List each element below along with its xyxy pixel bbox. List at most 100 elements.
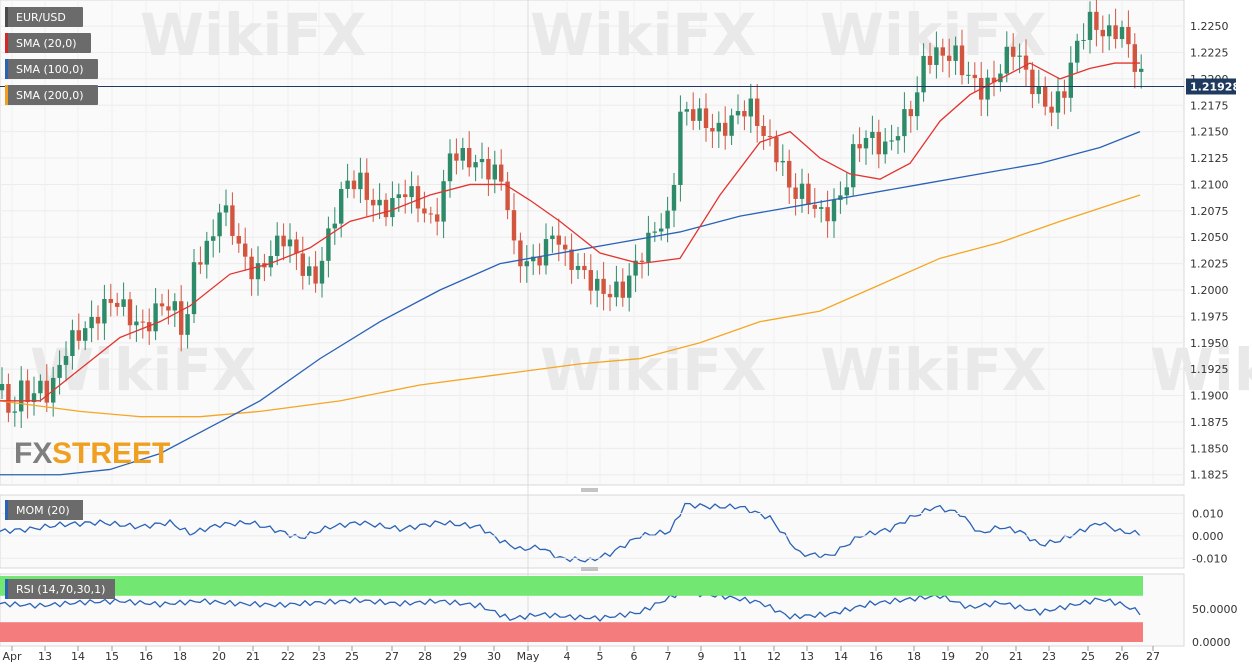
y-tick-label: 1.2175 [1190,99,1229,112]
candle-body [153,303,158,332]
candle-body [127,299,133,326]
indicator-legend-item[interactable] [5,85,98,105]
candle-body [473,162,478,168]
mom-legend-label: MOM (20) [16,504,70,517]
candle-body [863,138,869,149]
candle-body [953,45,958,61]
candle-body [211,236,216,241]
candle-body [447,153,453,182]
candle-body [1036,86,1041,95]
candle-body [895,136,901,141]
candle-body [780,160,785,163]
candle-body [505,181,510,211]
x-tick-label: 27 [1146,650,1160,663]
candle-body [454,153,459,161]
indicator-legend-item[interactable] [5,59,98,79]
y-tick-label: 1.2000 [1190,284,1229,297]
candle-body [1017,55,1022,57]
candle-body [908,109,913,117]
x-tick-label: 30 [487,650,501,663]
x-tick-label: 18 [173,650,187,663]
candle-body [991,77,997,83]
candle-body [1081,39,1086,41]
wikifx-watermark: WikiFX [820,1,1047,69]
candle-body [799,183,805,199]
candle-body [172,301,177,311]
indicator-legend-item[interactable] [5,33,91,53]
candle-body [275,235,280,256]
candle-body [198,262,203,265]
candle-body [492,164,497,180]
candle-body [691,109,696,121]
x-tick-label: 6 [631,650,638,663]
rsi-y-tick-label: 50.0000 [1192,603,1238,616]
x-tick-label: 7 [665,650,672,663]
candle-body [76,330,81,341]
y-tick-label: 1.1950 [1190,337,1229,350]
candle-body [83,328,88,341]
mom-panel [0,494,1185,569]
x-tick-label: 26 [1115,650,1129,663]
candle-body [588,270,593,291]
rsi-legend-item[interactable] [5,579,115,599]
candle-body [383,199,389,218]
candle-body [287,239,293,247]
candle-body [1094,11,1099,30]
indicator-legend-label: SMA (200,0) [16,89,84,102]
candle-body [563,244,568,250]
candle-body [735,111,741,116]
candle-body [358,172,363,190]
indicator-legend-item[interactable] [5,7,83,27]
candle-body [6,384,11,413]
mom-legend-item[interactable] [5,500,83,520]
candle-body [767,135,773,138]
candle-body [806,183,811,205]
candle-body [422,208,427,214]
candle-body [652,231,657,233]
x-tick-label: 12 [767,650,781,663]
candle-body [665,210,670,229]
x-tick-label: May [517,650,540,663]
y-tick-label: 1.1975 [1190,310,1229,323]
rsi-line [0,589,1141,622]
candle-body [915,92,920,117]
indicator-color-swatch [5,85,8,105]
candle-body [89,316,94,329]
candle-body [326,228,331,261]
candle-body [633,260,638,276]
candle-body [627,275,632,298]
candle-body [787,160,792,188]
candle-body [0,384,5,391]
candle-body [902,109,907,137]
mom-y-tick-label: -0.010 [1192,552,1227,565]
candle-body [678,111,683,185]
candle-body [185,314,190,335]
brand-prefix: FX [14,437,52,470]
candle-body [1043,86,1048,107]
candle-body [543,239,549,266]
candle-body [729,115,734,136]
x-tick-label: 13 [800,650,814,663]
wikifx-watermark: WikiFX [530,1,757,69]
candle-body [243,243,248,257]
candle-body [57,364,62,378]
indicator-legend-label: EUR/USD [16,11,66,24]
candle-body [166,306,171,311]
candle-body [550,235,555,240]
candle-body [838,195,843,200]
candle-body [307,266,312,276]
last-price-badge [1186,78,1236,95]
candle-body [19,380,24,412]
candle-body [1030,69,1035,95]
candle-body [684,109,689,112]
candle-body [1113,25,1118,40]
x-tick-label: 29 [453,650,467,663]
panel-resize-handle[interactable] [581,567,598,571]
candle-body [409,186,414,198]
panel-resize-handle[interactable] [581,488,598,492]
wikifx-watermark: WikiFX [820,336,1047,404]
indicator-color-swatch [5,59,8,79]
candle-body [1100,29,1105,37]
candle-body [646,232,651,262]
candle-body [755,98,760,127]
